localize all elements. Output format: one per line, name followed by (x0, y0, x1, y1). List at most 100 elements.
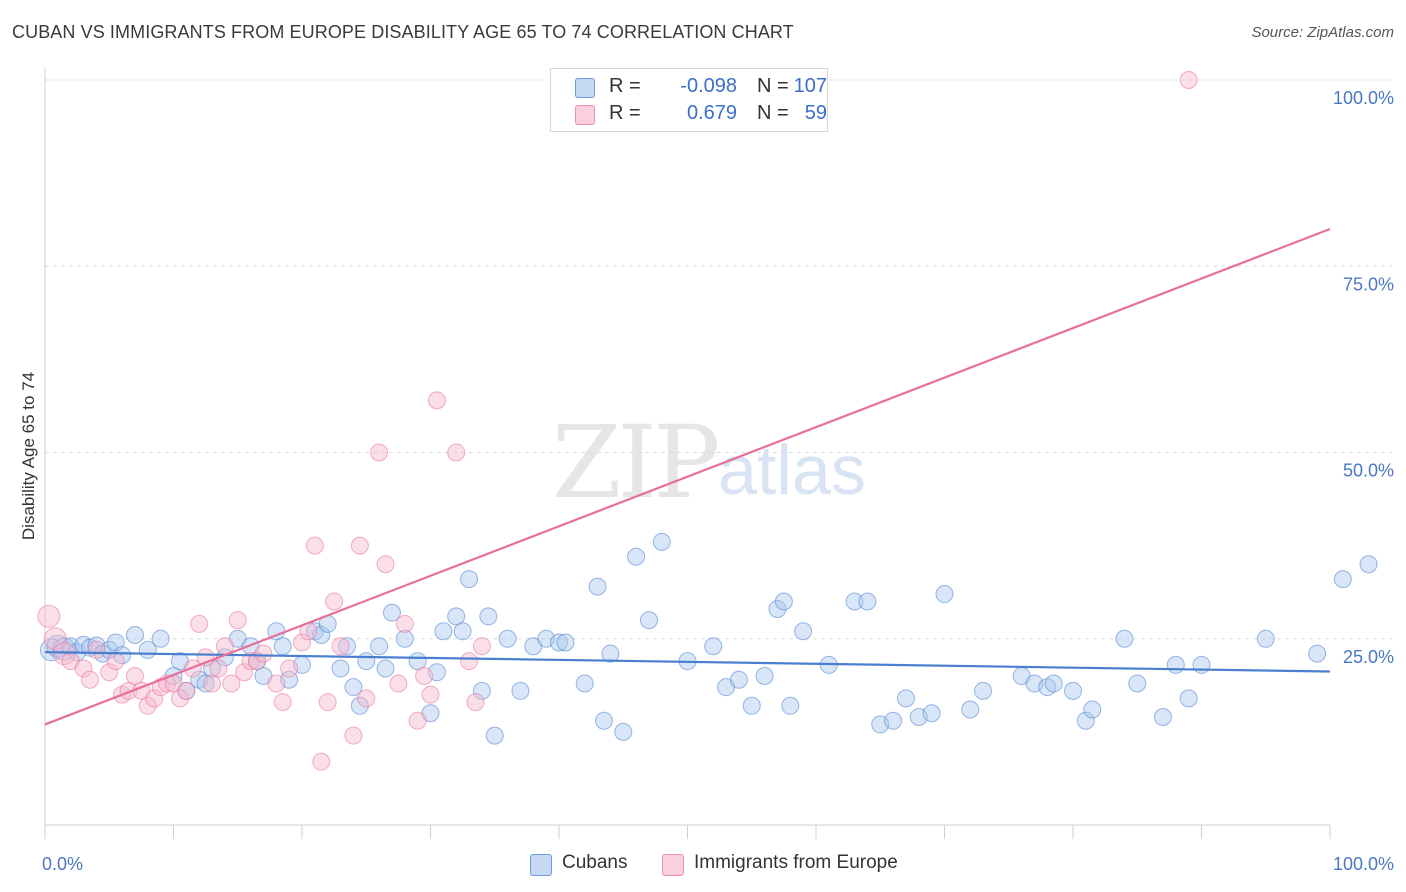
cubans-point (511, 681, 530, 700)
europe-point (43, 627, 67, 651)
europe-point (293, 633, 311, 652)
cubans-point (370, 637, 389, 656)
cubans-point (742, 696, 761, 715)
chart-title: CUBAN VS IMMIGRANTS FROM EUROPE DISABILI… (12, 22, 794, 42)
cubans-point (550, 633, 568, 652)
cubans-point (472, 681, 491, 700)
cubans-point (1166, 655, 1185, 674)
europe-point (87, 640, 106, 659)
europe-point (331, 637, 350, 656)
cubans-point (781, 696, 800, 715)
cubans-point (1115, 629, 1134, 648)
europe-point (460, 652, 479, 671)
watermark-atlas: atlas (718, 431, 866, 509)
cubans-point (1256, 629, 1275, 648)
cubans-point (896, 689, 915, 708)
europe-point (145, 689, 164, 708)
europe-point (125, 667, 144, 685)
cubans-point (935, 585, 954, 604)
cubans-point (845, 592, 864, 611)
europe-point (80, 670, 99, 689)
legend-label-cubans: Cubans (562, 852, 628, 873)
watermark-zip: ZIP (552, 404, 720, 521)
europe-point (318, 693, 337, 712)
europe-point (350, 536, 369, 555)
legend-r-value: -0.098 (680, 75, 737, 97)
cubans-point (614, 722, 633, 741)
cubans-point (1179, 689, 1198, 708)
cubans-point (1308, 644, 1327, 663)
cubans-point (1076, 711, 1095, 730)
cubans-point (922, 704, 941, 723)
cubans-point (1128, 674, 1147, 693)
cubans-point (768, 599, 787, 618)
europe-point (119, 681, 138, 700)
cubans-point (556, 633, 575, 652)
europe-point (273, 693, 292, 712)
trend-lines (44, 227, 1331, 726)
legend-n-label: N = (757, 102, 789, 124)
legend-r-value: 0.679 (686, 102, 737, 124)
legend-swatch-europe (662, 854, 684, 876)
cubans-point (125, 626, 144, 645)
europe-point (177, 681, 196, 700)
europe-point (472, 637, 491, 656)
europe-point (466, 693, 485, 712)
europe-point (408, 711, 427, 730)
axes (44, 68, 1331, 839)
cubans-point (485, 726, 504, 745)
x-tick-label: 100.0% (1333, 854, 1394, 874)
europe-point (305, 536, 324, 555)
europe-point (357, 689, 376, 708)
cubans-point (273, 637, 292, 656)
europe-point (421, 685, 440, 704)
cubans-point (594, 711, 613, 730)
legend-label-europe: Immigrants from Europe (694, 852, 898, 873)
cubans-point (376, 659, 395, 678)
europe-point (447, 443, 466, 462)
europe-point (228, 611, 247, 630)
europe-point (415, 667, 434, 685)
cubans-point (350, 696, 369, 715)
cubans-point (382, 603, 401, 622)
y-tick-label: 25.0% (1343, 647, 1394, 667)
cubans-point (704, 637, 723, 656)
cubans-point (961, 700, 980, 719)
cubans-point (331, 659, 350, 678)
europe-point (395, 614, 414, 633)
cubans-point (1153, 707, 1172, 726)
data-points (37, 71, 1378, 771)
europe-point (74, 659, 93, 678)
y-tick-label: 100.0% (1333, 88, 1394, 108)
cubans-point (453, 622, 472, 641)
y-tick-label: 50.0% (1343, 461, 1394, 481)
cubans-point (1359, 555, 1378, 574)
europe-point (170, 689, 189, 708)
legend-swatch-cubans (575, 78, 595, 98)
cubans-point (729, 670, 748, 689)
x-tick-label: 0.0% (42, 854, 83, 874)
cubans-point (1064, 681, 1082, 700)
cubans-point (755, 667, 774, 685)
cubans-point (1333, 570, 1352, 589)
europe-point (389, 674, 408, 693)
europe-point (280, 659, 299, 678)
source-label: Source: ZipAtlas.com (1251, 24, 1394, 41)
europe-point (138, 696, 157, 715)
legend-n-label: N = (757, 75, 789, 97)
cubans-point (588, 577, 607, 596)
europe-point (344, 726, 363, 745)
legend-n-value: 107 (793, 75, 827, 97)
cubans-point (460, 570, 479, 589)
cubans-point (344, 678, 363, 697)
europe-point (254, 644, 273, 663)
europe-point (235, 663, 254, 682)
cubans-trend-line (44, 651, 1331, 673)
cubans-point (858, 592, 877, 611)
y-tick-label: 75.0% (1343, 274, 1394, 294)
europe-point (267, 674, 286, 693)
cubans-point (601, 644, 620, 663)
cubans-point (479, 607, 498, 626)
cubans-point (357, 652, 376, 671)
